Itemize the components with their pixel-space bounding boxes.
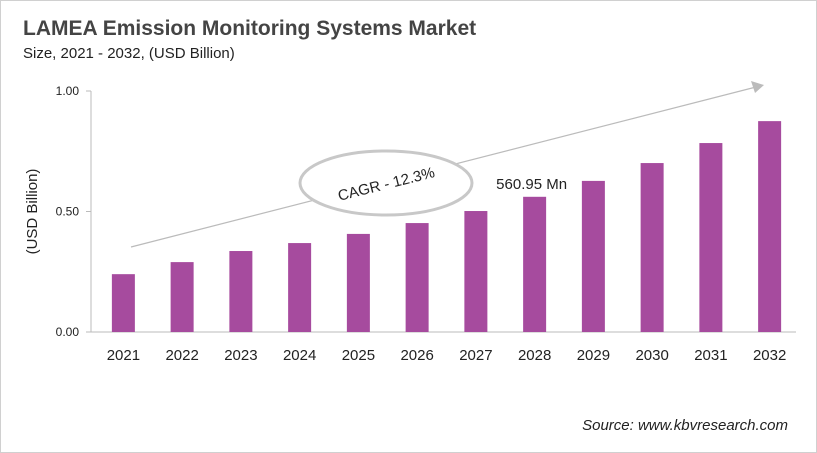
x-tick-label: 2028 [518,347,551,364]
chart-title: LAMEA Emission Monitoring Systems Market [23,17,477,40]
bar-2021 [111,274,135,332]
bar-2022 [170,262,194,332]
bar-2023 [229,251,253,332]
x-tick-label: 2032 [753,347,786,364]
x-tick-label: 2021 [107,347,140,364]
trend-arrow-head [751,81,764,93]
bar-2024 [288,243,312,332]
bar-2025 [346,233,370,332]
x-tick-label: 2031 [694,347,727,364]
bar-2026 [405,223,429,332]
x-tick-label: 2030 [635,347,668,364]
bar-2028 [523,196,547,332]
x-tick-label: 2025 [342,347,375,364]
y-tick-label: 0.00 [56,325,80,339]
x-tick-label: 2024 [283,347,316,364]
x-tick-label: 2027 [459,347,492,364]
cagr-ellipse [298,149,474,217]
x-tick-label: 2023 [224,347,257,364]
x-tick-label: 2022 [165,347,198,364]
source-note: Source: www.kbvresearch.com [582,417,788,434]
x-tick-label: 2026 [400,347,433,364]
bar-2032 [758,121,782,332]
x-tick-label: 2029 [577,347,610,364]
y-tick-label: 0.50 [56,205,80,219]
y-axis-label: (USD Billion) [24,169,41,255]
highlight-data-label: 560.95 Mn [496,176,567,193]
bar-2031 [699,143,723,332]
chart-subtitle: Size, 2021 - 2032, (USD Billion) [23,45,235,62]
bar-2027 [464,211,488,332]
bar-2030 [640,163,664,332]
y-tick-label: 1.00 [56,84,80,98]
bar-2029 [581,180,605,332]
